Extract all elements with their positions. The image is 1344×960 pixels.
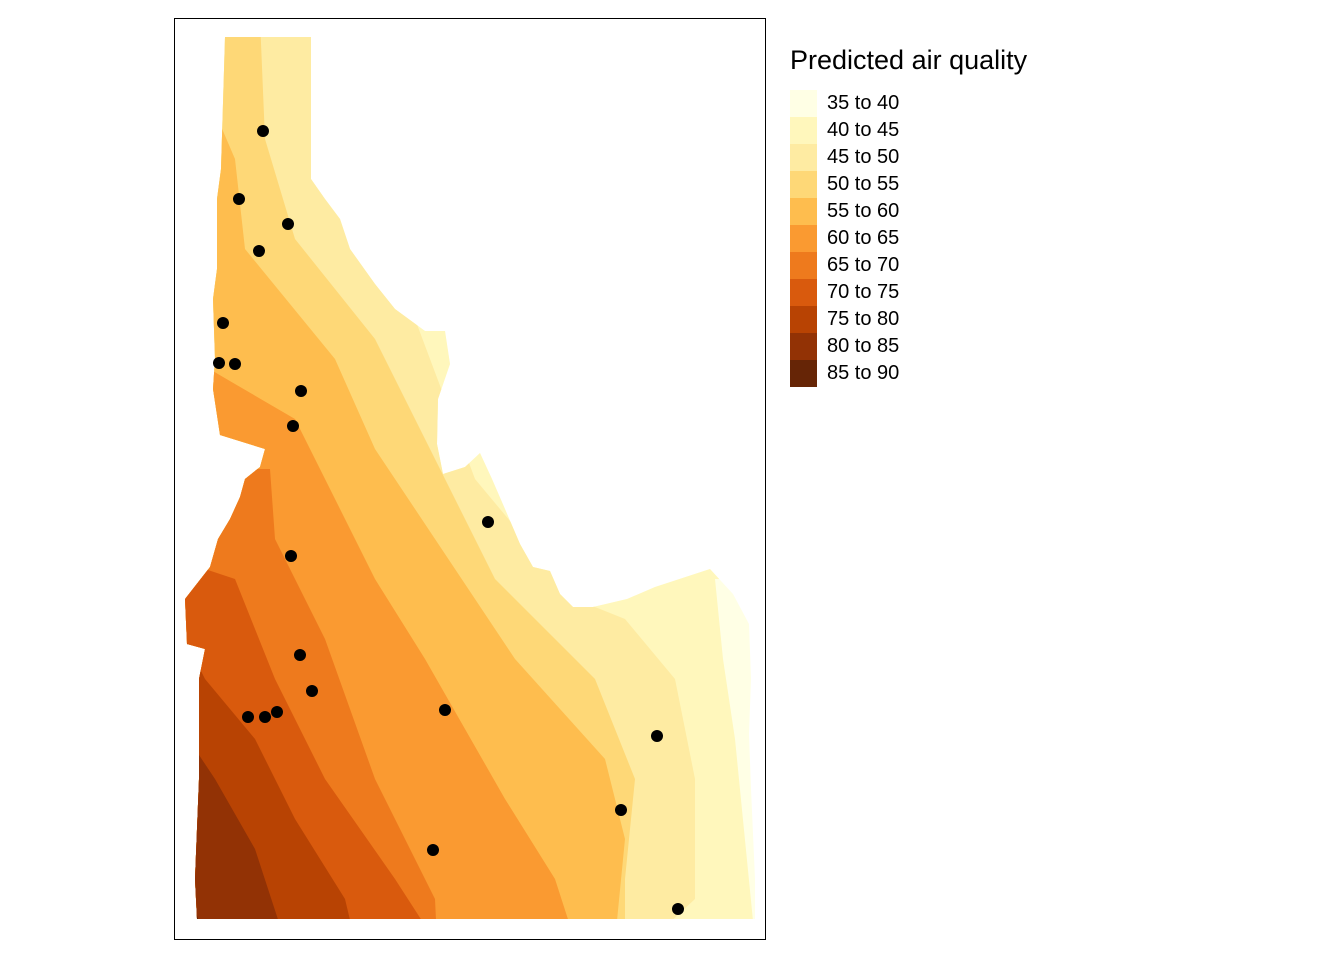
legend-swatch (790, 198, 817, 225)
legend-label: 70 to 75 (827, 281, 900, 303)
station-point (233, 193, 245, 205)
legend-item: 75 to 80 (790, 306, 1027, 333)
station-point (282, 218, 294, 230)
legend-item: 35 to 40 (790, 90, 1027, 117)
station-point (217, 317, 229, 329)
legend-label: 40 to 45 (827, 119, 900, 141)
legend-swatch (790, 279, 817, 306)
legend-swatch (790, 144, 817, 171)
legend-item: 85 to 90 (790, 360, 1027, 387)
legend-item: 55 to 60 (790, 198, 1027, 225)
legend-label: 60 to 65 (827, 227, 900, 249)
legend-swatch (790, 225, 817, 252)
legend-label: 65 to 70 (827, 254, 900, 276)
station-point (294, 649, 306, 661)
legend-label: 85 to 90 (827, 362, 900, 384)
station-point (285, 550, 297, 562)
legend-swatch (790, 117, 817, 144)
station-point (259, 711, 271, 723)
legend-swatch (790, 306, 817, 333)
legend-swatch (790, 90, 817, 117)
station-point (651, 730, 663, 742)
legend-label: 50 to 55 (827, 173, 900, 195)
station-point (257, 125, 269, 137)
legend-item: 80 to 85 (790, 333, 1027, 360)
legend-item: 65 to 70 (790, 252, 1027, 279)
station-point (287, 420, 299, 432)
legend-item: 50 to 55 (790, 171, 1027, 198)
legend-swatch (790, 333, 817, 360)
legend-label: 75 to 80 (827, 308, 900, 330)
surface-band (185, 37, 435, 919)
station-point (482, 516, 494, 528)
legend-label: 45 to 50 (827, 146, 900, 168)
station-point (672, 903, 684, 915)
station-point (439, 704, 451, 716)
surface-band (185, 37, 355, 919)
station-point (229, 358, 241, 370)
legend-items: 35 to 40 40 to 45 45 to 50 50 to 55 55 t… (790, 90, 1027, 387)
station-point (295, 385, 307, 397)
legend-swatch (790, 360, 817, 387)
legend: Predicted air quality 35 to 40 40 to 45 … (790, 45, 1027, 387)
legend-item: 40 to 45 (790, 117, 1027, 144)
legend-swatch (790, 252, 817, 279)
legend-label: 35 to 40 (827, 92, 900, 114)
station-point (253, 245, 265, 257)
legend-item: 45 to 50 (790, 144, 1027, 171)
legend-swatch (790, 171, 817, 198)
legend-label: 80 to 85 (827, 335, 900, 357)
station-point (213, 357, 225, 369)
station-point (271, 706, 283, 718)
station-point (427, 844, 439, 856)
station-point (615, 804, 627, 816)
air-quality-map (185, 37, 755, 919)
legend-item: 60 to 65 (790, 225, 1027, 252)
map-panel (174, 18, 766, 940)
legend-label: 55 to 60 (827, 200, 900, 222)
legend-title: Predicted air quality (790, 45, 1028, 75)
station-point (242, 711, 254, 723)
legend-item: 70 to 75 (790, 279, 1027, 306)
station-point (306, 685, 318, 697)
